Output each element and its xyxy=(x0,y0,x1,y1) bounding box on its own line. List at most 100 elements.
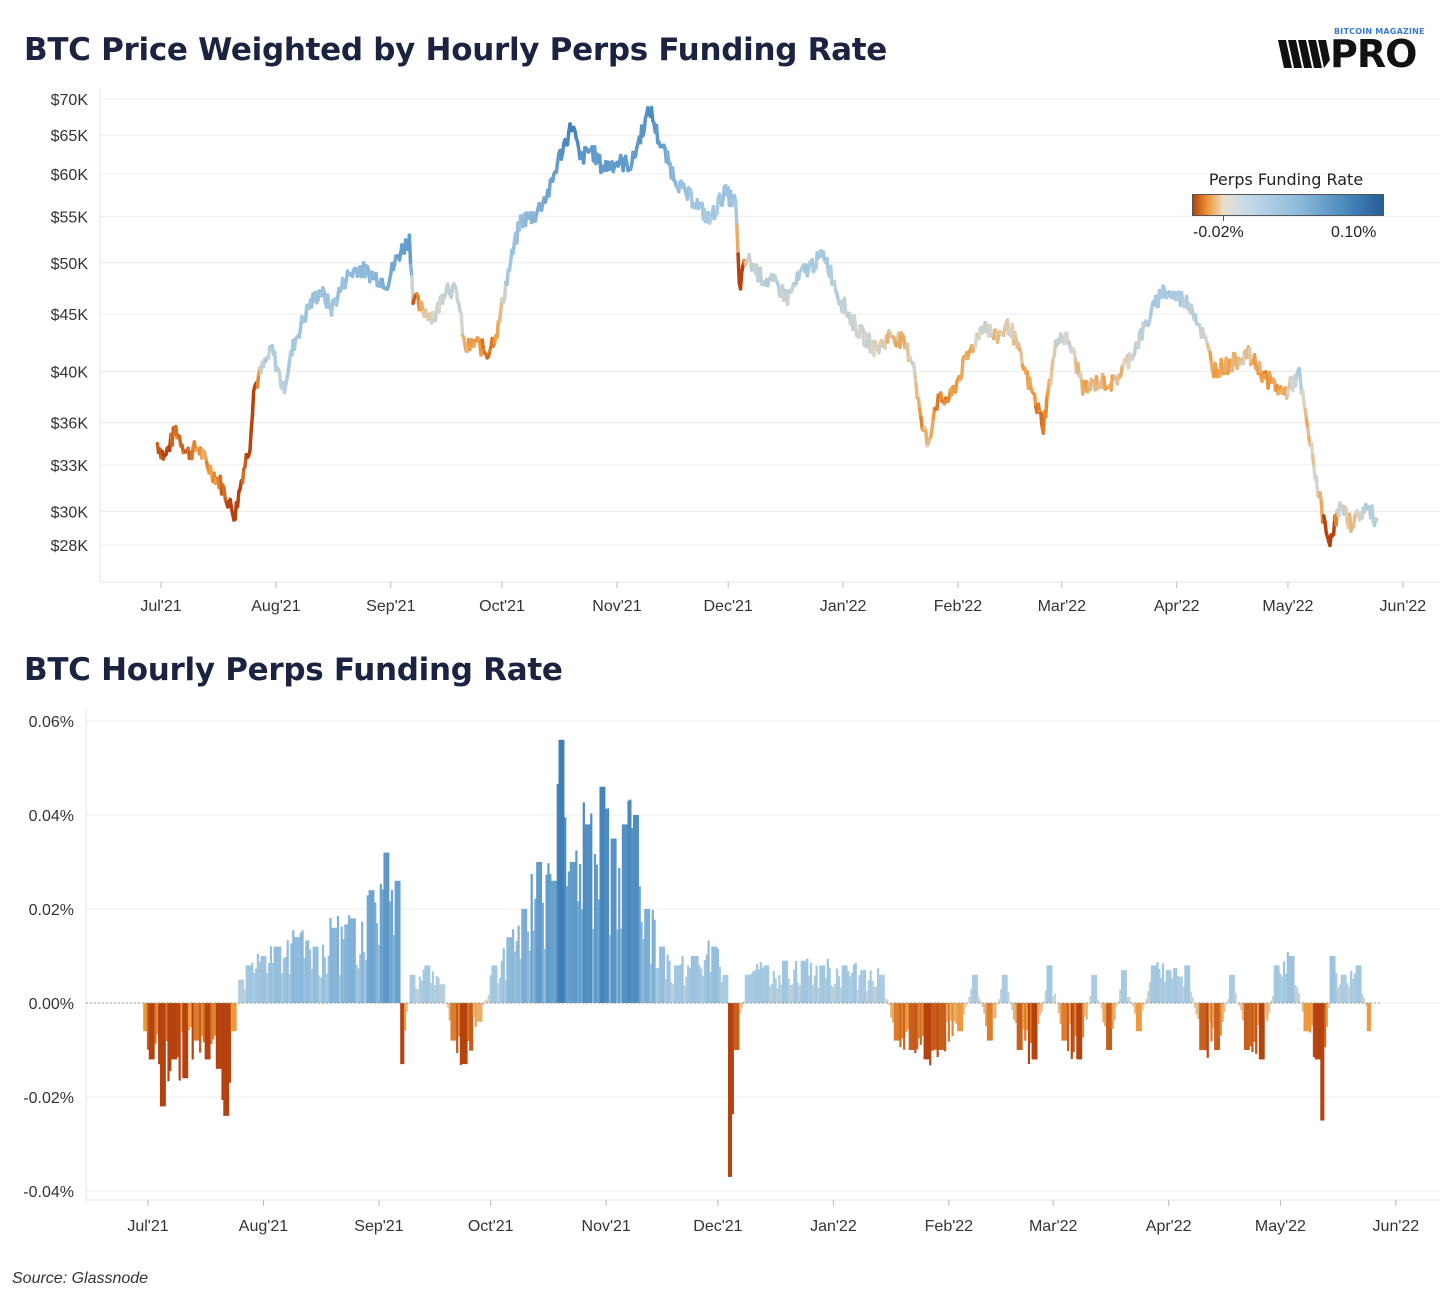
funding-bar xyxy=(230,1003,233,1032)
funding-bar xyxy=(349,918,353,1003)
funding-bar xyxy=(1366,1003,1370,1032)
funding-bar xyxy=(770,983,774,1003)
legend-title: Perps Funding Rate xyxy=(1208,170,1364,189)
funding-bar xyxy=(1061,1003,1064,1041)
funding-bar xyxy=(953,1003,956,1021)
funding-bar xyxy=(1055,1003,1058,1004)
x-tick-label: Feb'22 xyxy=(925,1218,974,1235)
logo-bars-icon xyxy=(1278,40,1330,68)
price-segment xyxy=(654,123,660,145)
funding-bar xyxy=(1232,974,1235,1003)
funding-bar xyxy=(240,979,243,1003)
funding-bar xyxy=(757,969,760,1003)
funding-bar xyxy=(344,924,347,1003)
funding-bar xyxy=(547,863,550,1003)
funding-bar xyxy=(655,968,658,1003)
price-segment xyxy=(828,264,834,287)
y-tick-label: 0.02% xyxy=(29,902,74,919)
funding-bar xyxy=(1141,1003,1144,1011)
funding-bar xyxy=(836,968,839,1003)
funding-bar xyxy=(1003,974,1006,1003)
price-chart: $70K $65K $60K $55K $50K $45K $40K $36K $33K $30K… xyxy=(51,88,1440,615)
funding-bar xyxy=(789,985,792,1003)
funding-bar xyxy=(1115,1003,1118,1008)
price-segment xyxy=(581,145,587,165)
price-segment xyxy=(735,223,740,256)
funding-bar xyxy=(849,976,852,1003)
funding-bar xyxy=(381,889,384,1003)
price-segment xyxy=(914,382,919,400)
funding-bar xyxy=(1093,974,1096,1003)
y-tick-label: $55K xyxy=(51,209,89,226)
funding-bar xyxy=(571,862,574,1003)
funding-bar xyxy=(366,895,369,1003)
funding-bar xyxy=(772,971,775,1003)
funding-bar xyxy=(1012,1003,1016,1020)
funding-bar xyxy=(1333,956,1336,1003)
funding-bar xyxy=(914,1003,917,1054)
funding-bar xyxy=(165,1003,168,1042)
funding-bar xyxy=(1325,1003,1329,1027)
funding-bar xyxy=(923,1003,926,1060)
funding-bar xyxy=(329,918,332,1003)
funding-bar xyxy=(197,1003,200,1041)
funding-bar xyxy=(530,873,533,1003)
funding-bar xyxy=(558,739,561,1003)
funding-bar xyxy=(318,975,321,1003)
funding-bar xyxy=(901,1003,904,1039)
funding-bar xyxy=(603,786,606,1003)
funding-bar xyxy=(1204,1003,1207,1051)
funding-bar xyxy=(497,983,500,1003)
funding-bar xyxy=(1158,968,1161,1003)
price-segment xyxy=(1032,393,1038,409)
funding-bar xyxy=(1063,1003,1066,1041)
funding-bar xyxy=(970,988,973,1003)
funding-bar xyxy=(234,1003,237,1032)
funding-bar xyxy=(716,948,720,1003)
funding-bar xyxy=(824,977,828,1003)
funding-bar xyxy=(1296,987,1299,1003)
funding-bar xyxy=(249,965,252,1003)
funding-bar xyxy=(1134,1003,1137,1014)
funding-bar xyxy=(949,1003,952,1021)
funding-bar xyxy=(1314,1003,1317,1060)
funding-bar xyxy=(850,972,854,1003)
funding-bar xyxy=(633,815,636,1003)
funding-bar xyxy=(1031,1003,1034,1060)
funding-bar xyxy=(327,955,330,1003)
price-segment xyxy=(235,490,241,509)
funding-bar xyxy=(703,960,706,1003)
funding-bar xyxy=(971,974,975,1003)
funding-bar xyxy=(225,1003,228,1116)
funding-bar xyxy=(932,1003,936,1051)
funding-bar xyxy=(467,1003,470,1042)
funding-bar xyxy=(729,1003,733,1177)
funding-bar xyxy=(415,988,418,1003)
funding-bar xyxy=(951,1003,954,1037)
bitcoin-magazine-pro-logo: BITCOIN MAGAZINE PRO xyxy=(1278,26,1440,76)
funding-bar xyxy=(1214,1003,1217,1050)
funding-bar xyxy=(478,1003,481,1022)
funding-bar xyxy=(1027,1003,1031,1064)
funding-bar xyxy=(245,965,248,1003)
funding-bar xyxy=(906,1003,909,1030)
funding-bar xyxy=(433,985,436,1003)
funding-bar xyxy=(1363,997,1366,1003)
funding-bar xyxy=(487,995,490,1003)
price-segment xyxy=(825,256,831,274)
funding-bar xyxy=(1057,1003,1060,1014)
funding-bar xyxy=(947,1003,950,1042)
funding-bar xyxy=(476,1003,479,1022)
funding-bar xyxy=(1180,976,1183,1003)
funding-bar xyxy=(634,815,638,1003)
price-segment xyxy=(642,116,648,133)
funding-bar xyxy=(1230,974,1234,1003)
funding-bar xyxy=(981,1003,984,1008)
funding-bar xyxy=(1135,1003,1139,1032)
funding-bar xyxy=(1087,1003,1090,1005)
funding-bar xyxy=(988,1003,991,1041)
funding-bar xyxy=(647,909,651,1003)
funding-bar xyxy=(990,1003,993,1041)
funding-bar xyxy=(145,1003,148,1032)
funding-bar xyxy=(998,999,1001,1003)
